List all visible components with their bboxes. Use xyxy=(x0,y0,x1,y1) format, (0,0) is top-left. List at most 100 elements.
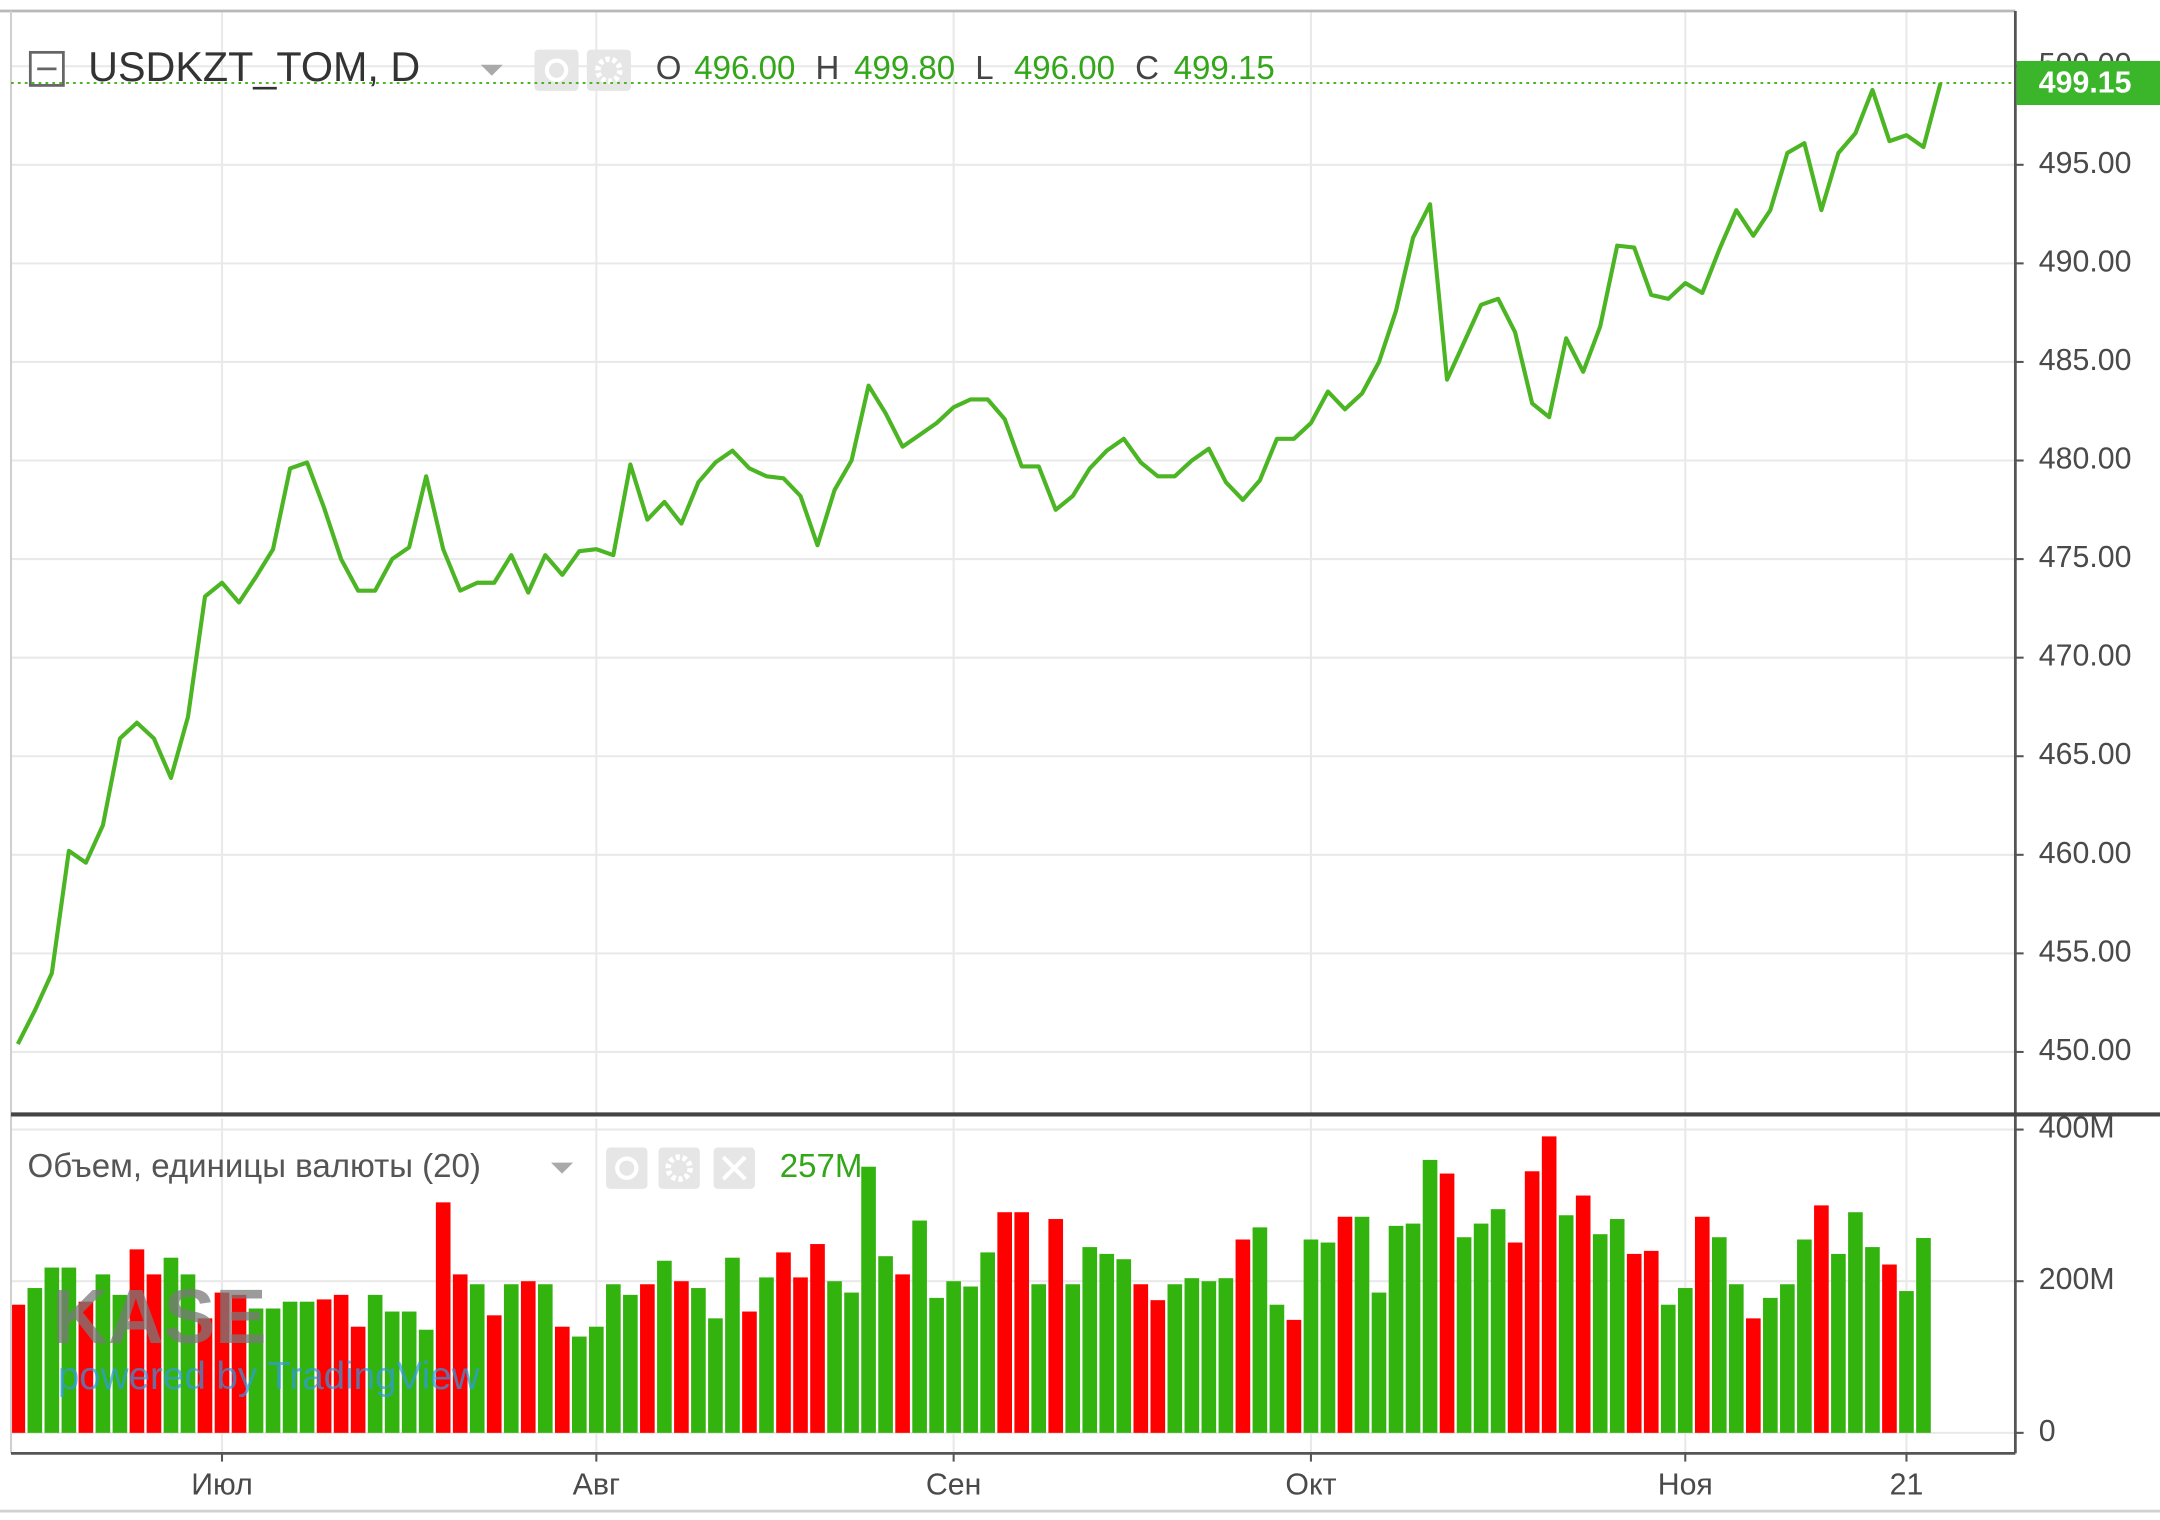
volume-bar xyxy=(674,1281,689,1433)
volume-bar xyxy=(163,1257,179,1433)
y-tick-label: 470.00 xyxy=(2039,640,2132,673)
price-line xyxy=(15,82,1943,1046)
volume-bar xyxy=(759,1277,774,1433)
volume-bar xyxy=(1916,1237,1931,1433)
volume-bar xyxy=(980,1252,995,1433)
volume-bar xyxy=(1269,1304,1285,1433)
volume-bar xyxy=(963,1286,978,1433)
volume-bar xyxy=(1303,1239,1319,1433)
volume-bar xyxy=(793,1277,808,1433)
volume-bar xyxy=(742,1311,757,1433)
volume-bar xyxy=(1592,1234,1608,1433)
ohlc-key: H xyxy=(816,50,840,87)
volume-bar xyxy=(1899,1291,1914,1433)
volume-bar xyxy=(1320,1242,1336,1433)
volume-bar xyxy=(1780,1284,1795,1433)
volume-bar xyxy=(1814,1205,1829,1433)
volume-bar xyxy=(1048,1219,1064,1433)
ohlc-legend: O 496.00 H 499.80 L 496.00 C 499.15 xyxy=(656,50,1275,87)
volume-bar xyxy=(1797,1239,1812,1433)
volume-bar xyxy=(878,1256,893,1433)
watermark-logo: KASE xyxy=(52,1274,266,1360)
volume-bar xyxy=(1456,1237,1472,1433)
watermark-text: powered by TradingView xyxy=(58,1355,480,1398)
volume-bar xyxy=(1882,1264,1897,1433)
volume-bar xyxy=(1524,1171,1540,1433)
settings-icon xyxy=(665,1154,693,1182)
overlay: 499.15 xyxy=(11,60,2160,106)
x-tick-label: Июл xyxy=(191,1468,253,1501)
volume-bar xyxy=(725,1257,740,1433)
remove-icon xyxy=(721,1155,747,1181)
ohlc-value: 499.80 xyxy=(854,50,955,87)
volume-bar xyxy=(1558,1215,1574,1433)
volume-bar xyxy=(1065,1284,1081,1433)
volume-bar xyxy=(537,1284,553,1433)
volume-bar xyxy=(146,1274,162,1433)
volume-bar xyxy=(1609,1219,1625,1433)
y-tick-label: 200M xyxy=(2039,1263,2115,1296)
volume-bar xyxy=(1252,1227,1268,1433)
volume-bar xyxy=(912,1220,927,1433)
volume-bar xyxy=(1643,1250,1659,1433)
y-tick-label: 460.00 xyxy=(2039,837,2132,870)
last-price-badge xyxy=(2016,60,2160,106)
volume-bar xyxy=(708,1318,723,1433)
volume-bar xyxy=(571,1336,587,1433)
volume-bar xyxy=(486,1315,502,1433)
volume-bar xyxy=(640,1284,655,1433)
y-tick-label: 490.00 xyxy=(2039,245,2132,278)
volume-bar xyxy=(384,1311,400,1433)
remove-button[interactable] xyxy=(713,1147,755,1189)
volume-bar xyxy=(1439,1173,1455,1433)
volume-bar xyxy=(946,1281,961,1433)
y-tick-label: 450.00 xyxy=(2039,1034,2132,1067)
volume-bar xyxy=(1184,1278,1200,1433)
eye-button[interactable] xyxy=(534,49,579,91)
volume-title: Объем, единицы валюты (20) xyxy=(28,1148,481,1185)
volume-bar xyxy=(623,1294,638,1433)
volume-bar xyxy=(606,1284,621,1433)
volume-bar xyxy=(776,1252,791,1433)
volume-bar xyxy=(1405,1223,1421,1433)
volume-bar xyxy=(299,1301,315,1433)
volume-bar xyxy=(1677,1288,1693,1433)
volume-bar xyxy=(180,1274,196,1433)
volume-bar xyxy=(844,1292,859,1433)
volume-bar xyxy=(1473,1223,1489,1433)
y-tick-label: 485.00 xyxy=(2039,344,2132,377)
settings-bg xyxy=(586,49,631,91)
volume-bar xyxy=(401,1311,417,1433)
volume-bar xyxy=(929,1297,944,1433)
settings-button[interactable] xyxy=(586,49,631,91)
volume-bar xyxy=(861,1166,876,1433)
volume-bar xyxy=(316,1299,332,1433)
volume-bar xyxy=(1711,1237,1727,1433)
y-tick-label: 455.00 xyxy=(2039,935,2132,968)
volume-bar xyxy=(435,1202,451,1433)
volume-bar xyxy=(895,1274,910,1433)
volume-bar xyxy=(1337,1216,1353,1433)
settings-button[interactable] xyxy=(658,1147,700,1189)
x-tick-label: Ноя xyxy=(1658,1468,1713,1501)
volume-last-value: 257M xyxy=(780,1148,863,1185)
volume-bar xyxy=(1626,1253,1642,1433)
volume-bar xyxy=(418,1329,434,1433)
volume-bar xyxy=(265,1308,281,1433)
ohlc-key: C xyxy=(1135,50,1159,87)
volume-bar xyxy=(1235,1239,1251,1433)
x-tick-label: Окт xyxy=(1285,1468,1336,1501)
y-tick-label: 475.00 xyxy=(2039,541,2132,574)
volume-bar xyxy=(1507,1242,1523,1433)
volume-bar xyxy=(350,1326,366,1433)
eye-button[interactable] xyxy=(606,1147,648,1189)
volume-bar xyxy=(1575,1195,1591,1433)
dropdown-icon[interactable] xyxy=(480,64,503,76)
volume-bar xyxy=(1746,1318,1761,1433)
volume-bar xyxy=(78,1301,94,1433)
ohlc-value: 496.00 xyxy=(1014,50,1115,87)
ohlc-value: 499.15 xyxy=(1174,50,1275,87)
dropdown-icon[interactable] xyxy=(551,1162,574,1174)
volume-bar xyxy=(1082,1247,1098,1433)
settings-bg xyxy=(658,1147,700,1189)
